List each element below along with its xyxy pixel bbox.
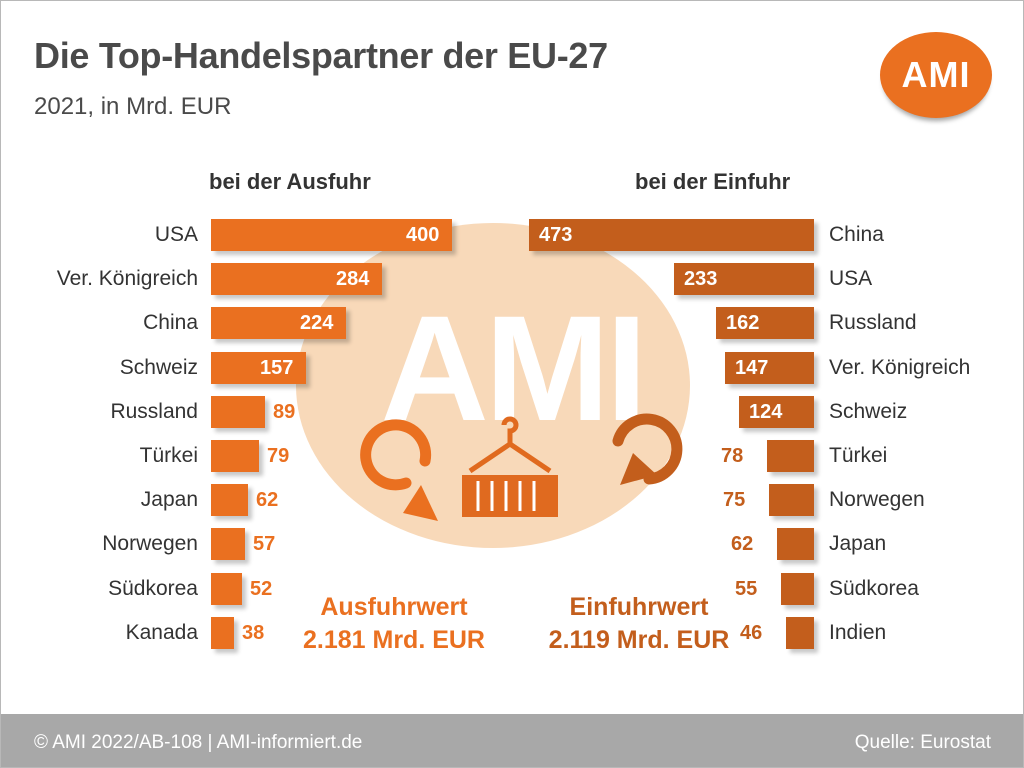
import-bar [739,395,814,428]
import-category-label: Japan [829,532,887,556]
footer-source: Quelle: Eurostat [854,732,991,753]
export-category-label: Türkei [139,444,198,467]
ami-logo: AMI [880,32,992,118]
import-bar [725,351,814,384]
import-value-label: 78 [721,445,744,467]
import-category-label: Russland [829,311,917,335]
import-value-label: 233 [684,268,718,291]
rotate-export-icon [360,419,438,521]
import-bar [786,616,814,649]
import-bar [769,484,814,517]
export-value-label: 89 [273,400,296,423]
import-category-label: USA [829,267,873,291]
export-category-label: Japan [140,488,198,512]
import-total: Einfuhrwert 2.119 Mrd. EUR [509,591,769,657]
export-category-label: Russland [110,399,198,423]
import-category-label: China [829,223,884,246]
export-bar [211,219,452,251]
export-bar [211,440,259,472]
export-bar [211,528,245,561]
container-icon [462,416,558,517]
export-bar [211,263,382,296]
page-subtitle: 2021, in Mrd. EUR [34,93,232,120]
export-value-label: 224 [300,312,334,335]
export-value-label: 62 [256,489,279,512]
export-value-label: 284 [336,268,370,291]
import-bar [529,219,814,251]
export-category-label: Norwegen [102,532,198,556]
import-value-label: 473 [539,224,573,246]
export-value-label: 57 [253,533,276,556]
export-value-label: 157 [260,356,294,379]
export-total-value: 2.181 Mrd. EUR [302,626,485,654]
import-bar [777,528,814,561]
import-bar [781,572,814,605]
import-bar [674,263,814,296]
export-bar [211,395,265,428]
import-total-label: Einfuhrwert [569,593,709,621]
export-value-label: 79 [267,445,290,467]
import-value-label: 162 [726,312,760,335]
import-bar [767,440,814,472]
export-bar [211,307,346,340]
import-category-label: Südkorea [829,576,919,600]
export-header: bei der Ausfuhr [209,169,371,194]
import-total-value: 2.119 Mrd. EUR [548,626,730,654]
export-category-label: Schweiz [119,355,198,379]
footer-copyright: © AMI 2022/AB-108 | AMI-informiert.de [34,732,363,753]
trade-icons [360,413,683,521]
import-value-label: 124 [749,400,783,423]
import-header: bei der Einfuhr [635,169,791,194]
import-value-label: 46 [740,621,763,644]
page-title: Die Top-Handelspartner der EU-27 [34,35,608,76]
footer: © AMI 2022/AB-108 | AMI-informiert.de Qu… [1,714,1023,767]
export-category-label: Kanada [125,620,198,644]
export-total-label: Ausfuhrwert [320,593,468,621]
import-category-label: Ver. Königreich [829,355,971,379]
export-category-label: Südkorea [108,576,198,600]
export-bar [211,616,234,649]
import-category-label: Schweiz [829,399,908,423]
export-bar [211,572,242,605]
export-bar [211,484,248,517]
import-category-label: Norwegen [829,488,925,512]
export-value-label: 52 [250,577,273,600]
export-total: Ausfuhrwert 2.181 Mrd. EUR [269,591,519,657]
export-category-label: Ver. Königreich [56,267,198,291]
import-value-label: 147 [735,356,769,379]
import-value-label: 62 [731,533,754,556]
export-category-label: China [143,311,198,335]
import-value-label: 75 [723,489,746,512]
export-value-label: 38 [242,621,265,644]
import-bar [716,307,814,340]
import-value-label: 55 [735,577,758,600]
export-bar [211,351,306,384]
import-category-label: Indien [829,620,887,644]
rotate-import-icon [612,413,683,485]
export-value-label: 400 [406,224,440,246]
export-category-label: USA [154,223,198,246]
import-category-label: Türkei [829,444,888,467]
